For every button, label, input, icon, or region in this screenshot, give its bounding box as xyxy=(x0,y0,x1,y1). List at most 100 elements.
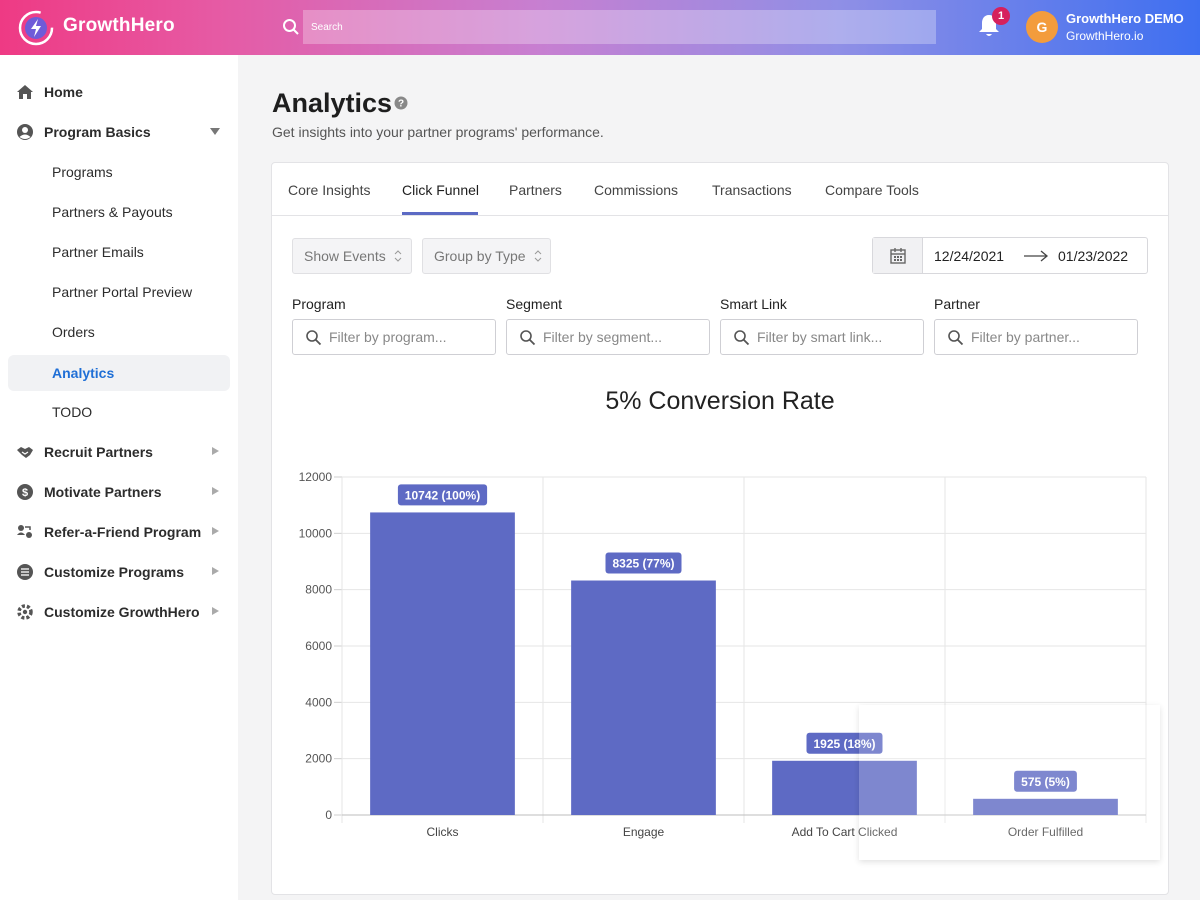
show-events-select[interactable]: Show Events xyxy=(292,238,412,274)
bar-clicks xyxy=(370,512,515,815)
data-label: 575 (5%) xyxy=(1021,775,1070,789)
y-tick-label: 4000 xyxy=(305,695,332,709)
chevron-right-icon xyxy=(212,607,219,615)
sidebar-item-label: Partner Portal Preview xyxy=(52,284,193,300)
sidebar-item-label: Orders xyxy=(52,324,95,340)
partner-filter-input[interactable] xyxy=(971,320,1131,354)
sidebar-item-home[interactable]: Home xyxy=(8,74,230,110)
tab-compare-tools[interactable]: Compare Tools xyxy=(825,182,919,198)
sort-updown-icon xyxy=(394,250,402,262)
sidebar-item-partners-payouts[interactable]: Partners & Payouts xyxy=(8,194,230,230)
tab-core-insights[interactable]: Core Insights xyxy=(288,182,371,198)
partner-filter[interactable] xyxy=(934,319,1138,355)
avatar[interactable]: G xyxy=(1026,11,1058,43)
sidebar-item-orders[interactable]: Orders xyxy=(8,314,230,350)
date-end[interactable]: 01/23/2022 xyxy=(1058,248,1129,264)
sidebar-item-todo[interactable]: TODO xyxy=(8,394,230,430)
y-tick-label: 6000 xyxy=(305,639,332,653)
show-events-label: Show Events xyxy=(304,248,386,264)
data-label-bg xyxy=(806,732,883,754)
calendar-icon xyxy=(890,248,906,264)
referral-users-icon xyxy=(17,525,32,538)
data-label-bg xyxy=(397,484,488,506)
x-tick-label: Clicks xyxy=(427,825,459,839)
search-icon xyxy=(306,330,322,346)
bar-order-fulfilled xyxy=(973,798,1118,815)
tab-partners[interactable]: Partners xyxy=(509,182,562,198)
handshake-icon xyxy=(17,447,33,458)
smart-link-filter-input[interactable] xyxy=(757,320,917,354)
y-tick-label: 0 xyxy=(325,808,332,822)
sidebar-item-recruit-partners[interactable]: Recruit Partners xyxy=(8,434,230,470)
search-input[interactable] xyxy=(303,10,936,44)
brand-name[interactable]: GrowthHero xyxy=(63,15,175,36)
sidebar: Home Program Basics Programs Partners & … xyxy=(0,55,238,900)
active-tab-indicator xyxy=(402,212,478,215)
sidebar-item-analytics[interactable]: Analytics xyxy=(8,355,230,391)
data-label-bg xyxy=(1014,770,1077,792)
date-start[interactable]: 12/24/2021 xyxy=(934,248,1005,264)
svg-text:$: $ xyxy=(22,487,28,499)
home-icon xyxy=(17,85,33,99)
group-by-select[interactable]: Group by Type xyxy=(422,238,551,274)
sidebar-item-customize-growthhero[interactable]: Customize GrowthHero xyxy=(8,594,230,630)
gear-icon xyxy=(17,604,33,620)
sidebar-item-label: Customize GrowthHero xyxy=(44,604,200,620)
segment-filter-input[interactable] xyxy=(543,320,703,354)
data-label-bg xyxy=(605,552,682,574)
arrow-right-icon xyxy=(1024,250,1049,262)
tab-bar: Core Insights Click Funnel Partners Comm… xyxy=(272,163,1168,216)
data-label: 1925 (18%) xyxy=(813,737,875,751)
help-icon[interactable]: ? xyxy=(394,96,408,110)
growthhero-logo-icon[interactable] xyxy=(18,10,54,46)
user-name[interactable]: GrowthHero DEMO xyxy=(1066,11,1184,26)
tab-commissions[interactable]: Commissions xyxy=(594,182,679,198)
y-tick-label: 12000 xyxy=(299,470,333,484)
chevron-right-icon xyxy=(212,447,219,455)
date-range-picker[interactable]: 12/24/2021 01/23/2022 xyxy=(872,237,1148,274)
program-filter-input[interactable] xyxy=(329,320,489,354)
sidebar-item-customize-programs[interactable]: Customize Programs xyxy=(8,554,230,590)
x-tick-label: Order Fulfilled xyxy=(1008,825,1083,839)
sidebar-item-label: Partner Emails xyxy=(52,244,144,260)
search-icon xyxy=(734,330,750,346)
sidebar-item-label: Programs xyxy=(52,164,113,180)
user-circle-icon xyxy=(17,124,33,140)
notification-count-badge: 1 xyxy=(992,7,1010,25)
sidebar-item-partner-portal-preview[interactable]: Partner Portal Preview xyxy=(8,274,230,310)
chevron-down-icon xyxy=(210,128,220,135)
sidebar-item-partner-emails[interactable]: Partner Emails xyxy=(8,234,230,270)
segment-filter[interactable] xyxy=(506,319,710,355)
data-label: 10742 (100%) xyxy=(405,488,480,502)
dollar-circle-icon: $ xyxy=(17,484,33,500)
sidebar-item-label: Customize Programs xyxy=(44,564,185,580)
calendar-button[interactable] xyxy=(873,238,923,273)
tab-transactions[interactable]: Transactions xyxy=(712,182,792,198)
y-tick-label: 2000 xyxy=(305,752,332,766)
analytics-card: Core Insights Click Funnel Partners Comm… xyxy=(271,162,1169,895)
sidebar-item-programs[interactable]: Programs xyxy=(8,154,230,190)
x-tick-label: Engage xyxy=(623,825,665,839)
y-tick-label: 10000 xyxy=(299,526,333,540)
sidebar-item-label: TODO xyxy=(52,404,93,420)
sidebar-item-program-basics[interactable]: Program Basics xyxy=(8,114,230,150)
search-icon xyxy=(948,330,964,346)
sliders-icon xyxy=(17,564,33,580)
group-by-label: Group by Type xyxy=(434,248,526,264)
overlay-panel xyxy=(859,705,1160,860)
smart-link-filter[interactable] xyxy=(720,319,924,355)
chevron-right-icon xyxy=(212,527,219,535)
funnel-chart: 0 2000 4000 6000 8000 10000 12000 10742 (100%) C… xyxy=(299,470,1147,839)
tab-click-funnel[interactable]: Click Funnel xyxy=(402,182,480,198)
sidebar-item-refer-a-friend[interactable]: Refer-a-Friend Program xyxy=(8,514,230,550)
sidebar-item-label: Program Basics xyxy=(44,124,151,140)
bar-engage xyxy=(571,580,716,815)
program-filter[interactable] xyxy=(292,319,496,355)
data-label: 8325 (77%) xyxy=(612,557,674,571)
sidebar-item-motivate-partners[interactable]: $ Motivate Partners xyxy=(8,474,230,510)
sidebar-item-label: Home xyxy=(44,84,83,100)
search-icon xyxy=(283,19,299,35)
chart-title: 5% Conversion Rate xyxy=(605,387,835,415)
chevron-right-icon xyxy=(212,487,219,495)
page-title: Analytics xyxy=(272,88,393,118)
